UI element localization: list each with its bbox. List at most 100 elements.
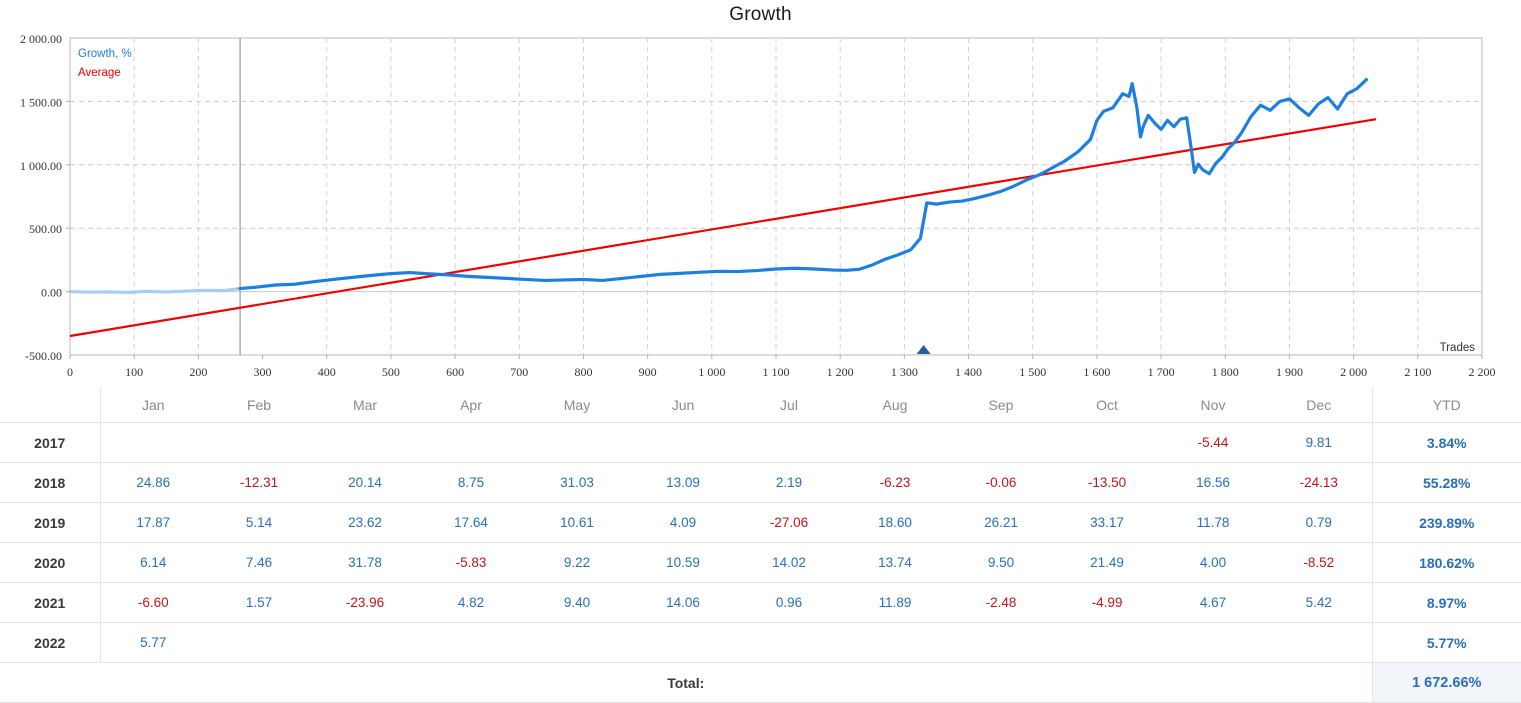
monthly-return-cell (524, 422, 630, 463)
x-axis-tick-label: 400 (318, 365, 336, 379)
monthly-return-cell: 4.09 (630, 502, 736, 543)
x-axis-tick-label: 1 600 (1083, 365, 1110, 379)
monthly-return-cell: 5.14 (206, 502, 312, 543)
trade-marker-triangle[interactable] (916, 345, 931, 354)
monthly-return-cell: 0.96 (736, 582, 842, 623)
monthly-return-cell (418, 622, 524, 663)
row-year-label: 2019 (0, 502, 100, 543)
x-axis-tick-label: 1 200 (827, 365, 854, 379)
y-axis-tick-label: 2 000.00 (20, 32, 62, 46)
monthly-return-cell: 18.60 (842, 502, 948, 543)
monthly-return-cell (312, 622, 418, 663)
monthly-return-cell: 9.50 (948, 542, 1054, 583)
monthly-return-cell: 4.67 (1160, 582, 1266, 623)
monthly-return-cell: 33.17 (1054, 502, 1160, 543)
growth-chart-panel: Growth (0, 0, 1521, 388)
y-axis-ticks (66, 100, 70, 293)
table-body: 2017 -5.44 9.81 3.84% 2018 24.86 -12.31 20.14 8.… (0, 422, 1521, 663)
monthly-return-cell: 9.81 (1266, 422, 1372, 463)
monthly-return-cell: 26.21 (948, 502, 1054, 543)
x-axis-caption: Trades (1440, 342, 1476, 354)
table-header-row: Jan Feb Mar Apr May Jun Jul Aug Sep Oct … (0, 388, 1521, 423)
growth-line (238, 77, 1369, 291)
monthly-return-cell (206, 422, 312, 463)
monthly-return-cell: 10.59 (630, 542, 736, 583)
header-aug: Aug (842, 388, 948, 423)
monthly-return-cell: 13.09 (630, 462, 736, 503)
monthly-return-cell (99, 422, 206, 463)
average-line (69, 118, 1377, 338)
monthly-return-cell: 21.49 (1054, 542, 1160, 583)
x-axis-tick-label: 1 800 (1212, 365, 1239, 379)
monthly-return-cell (418, 422, 524, 463)
x-axis-tick-label: 1 500 (1019, 365, 1046, 379)
ytd-return-cell: 5.77% (1371, 622, 1521, 663)
monthly-return-cell: -6.60 (99, 582, 206, 623)
monthly-return-cell: 20.14 (312, 462, 418, 503)
y-axis-tick-label: 0.00 (41, 286, 62, 300)
monthly-return-cell: -23.96 (312, 582, 418, 623)
x-axis-tick-label: 1 900 (1276, 365, 1303, 379)
x-axis-tick-label: 1 400 (955, 365, 982, 379)
monthly-return-cell: -24.13 (1266, 462, 1372, 503)
header-feb: Feb (206, 388, 312, 423)
row-year-label: 2018 (0, 462, 100, 503)
y-axis-tick-labels: 2 000.00 1 500.00 1 000.00 500.00 0.00 -500.0… (20, 32, 62, 363)
legend-growth-label: Growth, % (78, 48, 132, 60)
table-row: 2019 17.87 5.14 23.62 17.64 10.61 4.09 -27.06 18… (0, 502, 1521, 543)
x-axis-tick-label: 600 (446, 365, 464, 379)
monthly-return-cell (630, 422, 736, 463)
monthly-return-cell: -6.23 (842, 462, 948, 503)
monthly-return-cell: 0.79 (1266, 502, 1372, 543)
vertical-gridlines (133, 38, 1419, 355)
monthly-return-cell: 10.61 (524, 502, 630, 543)
table-row: 2020 6.14 7.46 31.78 -5.83 9.22 10.59 14.02 13.7… (0, 542, 1521, 583)
monthly-return-cell (948, 622, 1054, 663)
header-year (0, 388, 100, 423)
monthly-return-cell (312, 422, 418, 463)
x-axis-tick-label: 1 100 (763, 365, 790, 379)
monthly-return-cell: -2.48 (948, 582, 1054, 623)
table-row: 2022 5.77 5.77% (0, 622, 1521, 663)
growth-chart-svg[interactable]: 2 000.00 1 500.00 1 000.00 500.00 0.00 -500.0… (0, 0, 1521, 388)
monthly-return-cell: -4.99 (1054, 582, 1160, 623)
monthly-return-cell: 14.06 (630, 582, 736, 623)
monthly-return-cell: 11.89 (842, 582, 948, 623)
monthly-returns-table-wrap: Jan Feb Mar Apr May Jun Jul Aug Sep Oct … (0, 388, 1521, 703)
monthly-return-cell (948, 422, 1054, 463)
header-oct: Oct (1054, 388, 1160, 423)
ytd-return-cell: 55.28% (1371, 462, 1521, 503)
header-apr: Apr (418, 388, 524, 423)
monthly-return-cell: 6.14 (99, 542, 206, 583)
monthly-return-cell: -5.83 (418, 542, 524, 583)
x-axis-tick-label: 1 300 (891, 365, 918, 379)
ytd-return-cell: 8.97% (1371, 582, 1521, 623)
table-row: 2017 -5.44 9.81 3.84% (0, 422, 1521, 463)
ytd-return-cell: 239.89% (1371, 502, 1521, 543)
x-axis-tick-label: 2 100 (1404, 365, 1431, 379)
monthly-return-cell: 9.22 (524, 542, 630, 583)
x-axis-tick-label: 700 (510, 365, 528, 379)
ytd-return-cell: 3.84% (1371, 422, 1521, 463)
monthly-return-cell: 8.75 (418, 462, 524, 503)
x-axis-tick-label: 800 (574, 365, 592, 379)
header-dec: Dec (1266, 388, 1372, 423)
table-row: 2021 -6.60 1.57 -23.96 4.82 9.40 14.06 0.96 11.8… (0, 582, 1521, 623)
total-value: 1 672.66% (1371, 662, 1521, 703)
monthly-return-cell: 31.78 (312, 542, 418, 583)
monthly-return-cell: -8.52 (1266, 542, 1372, 583)
page-title: Growth (729, 4, 792, 25)
monthly-return-cell: 11.78 (1160, 502, 1266, 543)
header-mar: Mar (312, 388, 418, 423)
monthly-return-cell: -0.06 (948, 462, 1054, 503)
monthly-return-cell: 7.46 (206, 542, 312, 583)
y-axis-tick-label: 500.00 (29, 222, 62, 236)
monthly-return-cell: 13.74 (842, 542, 948, 583)
y-axis-tick-label: -500.00 (25, 349, 62, 363)
x-axis-tick-label: 100 (125, 365, 143, 379)
growth-line-faded (68, 286, 242, 294)
monthly-return-cell: 4.00 (1160, 542, 1266, 583)
header-nov: Nov (1160, 388, 1266, 423)
row-year-label: 2021 (0, 582, 100, 623)
header-jan: Jan (99, 388, 206, 423)
